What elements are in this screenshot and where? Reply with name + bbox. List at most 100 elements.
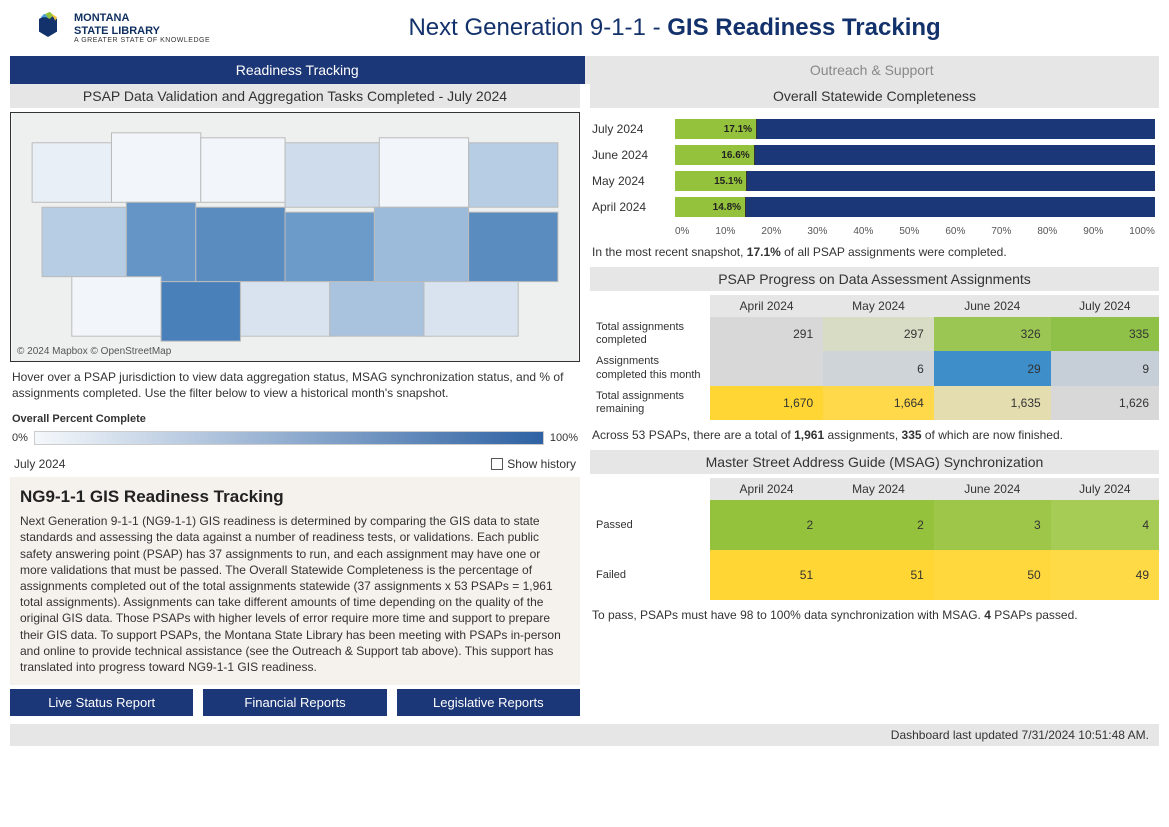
- axis-tick: 40%: [853, 226, 873, 237]
- tab-bar: Readiness Tracking Outreach & Support: [10, 56, 1159, 84]
- msag-summary: To pass, PSAPs must have 98 to 100% data…: [590, 604, 1159, 626]
- bar-fill: 17.1%: [675, 119, 757, 139]
- table-cell: 291: [710, 317, 823, 351]
- completeness-axis: 0% 10% 20% 30% 40% 50% 60% 70% 80% 90% 100%: [675, 224, 1159, 237]
- progress-summary: Across 53 PSAPs, there are a total of 1,…: [590, 424, 1159, 446]
- table-col-header: June 2024: [934, 478, 1051, 500]
- table-col-header: June 2024: [934, 295, 1051, 317]
- table-cell: 51: [710, 550, 823, 600]
- table-row: Failed51515049: [590, 550, 1159, 600]
- axis-tick: 70%: [991, 226, 1011, 237]
- axis-tick: 10%: [715, 226, 735, 237]
- table-row: Total assignments completed291297326335: [590, 317, 1159, 351]
- table-cell: 6: [823, 351, 934, 385]
- table-row-label: Passed: [590, 500, 710, 550]
- table-row: Total assignments remaining1,6701,6641,6…: [590, 386, 1159, 420]
- axis-tick: 90%: [1083, 226, 1103, 237]
- map-month: July 2024: [14, 457, 65, 471]
- map-attribution: © 2024 Mapbox © OpenStreetMap: [17, 346, 171, 357]
- live-status-button[interactable]: Live Status Report: [10, 689, 193, 716]
- table-row: Assignments completed this month 6299: [590, 351, 1159, 385]
- msag-table: April 2024May 2024June 2024July 2024Pass…: [590, 478, 1159, 600]
- logo: MONTANA STATE LIBRARY A GREATER STATE OF…: [30, 10, 210, 46]
- bar-row: June 202416.6%: [590, 142, 1159, 168]
- bar-track: 14.8%: [675, 197, 1155, 217]
- bar-track: 15.1%: [675, 171, 1155, 191]
- axis-tick: 80%: [1037, 226, 1057, 237]
- table-cell: 1,670: [710, 386, 823, 420]
- axis-tick: 60%: [945, 226, 965, 237]
- bar-track: 16.6%: [675, 145, 1155, 165]
- table-row-label: Assignments completed this month: [590, 351, 710, 385]
- table-cell: 51: [823, 550, 934, 600]
- table-col-header: April 2024: [710, 295, 823, 317]
- axis-tick: 20%: [761, 226, 781, 237]
- checkbox-icon: [491, 458, 503, 470]
- explain-title: NG9-1-1 GIS Readiness Tracking: [20, 487, 570, 507]
- bar-label: June 2024: [590, 148, 675, 162]
- show-history-checkbox[interactable]: Show history: [491, 457, 576, 471]
- table-cell: 1,664: [823, 386, 934, 420]
- axis-tick: 50%: [899, 226, 919, 237]
- logo-icon: [30, 10, 66, 46]
- table-cell: 3: [934, 500, 1051, 550]
- axis-tick: 0%: [675, 226, 689, 237]
- logo-text: MONTANA STATE LIBRARY: [74, 12, 210, 36]
- legislative-reports-button[interactable]: Legislative Reports: [397, 689, 580, 716]
- table-cell: 2: [710, 500, 823, 550]
- msag-title: Master Street Address Guide (MSAG) Synch…: [590, 450, 1159, 474]
- completeness-title: Overall Statewide Completeness: [590, 84, 1159, 108]
- bar-track: 17.1%: [675, 119, 1155, 139]
- map[interactable]: © 2024 Mapbox © OpenStreetMap: [10, 112, 580, 362]
- legend-gradient: [34, 431, 544, 445]
- table-row-label: Total assignments completed: [590, 317, 710, 351]
- table-cell: [710, 351, 823, 385]
- table-cell: 50: [934, 550, 1051, 600]
- table-cell: 1,626: [1051, 386, 1159, 420]
- completeness-chart: July 202417.1%June 202416.6%May 202415.1…: [590, 112, 1159, 220]
- table-cell: 297: [823, 317, 934, 351]
- table-cell: 326: [934, 317, 1051, 351]
- map-note: Hover over a PSAP jurisdiction to view d…: [10, 366, 580, 405]
- table-cell: 29: [934, 351, 1051, 385]
- logo-subtitle: A GREATER STATE OF KNOWLEDGE: [74, 37, 210, 44]
- table-cell: 4: [1051, 500, 1159, 550]
- table-col-header: May 2024: [823, 478, 934, 500]
- page-title: Next Generation 9-1-1 - GIS Readiness Tr…: [210, 14, 1139, 42]
- legend-min: 0%: [12, 432, 28, 444]
- tab-outreach-support[interactable]: Outreach & Support: [585, 56, 1160, 84]
- table-cell: 49: [1051, 550, 1159, 600]
- axis-tick: 100%: [1129, 226, 1155, 237]
- table-cell: 335: [1051, 317, 1159, 351]
- legend-max: 100%: [550, 432, 578, 444]
- bar-label: May 2024: [590, 174, 675, 188]
- bar-fill: 16.6%: [675, 145, 755, 165]
- table-cell: 9: [1051, 351, 1159, 385]
- table-col-header: April 2024: [710, 478, 823, 500]
- bar-row: July 202417.1%: [590, 116, 1159, 142]
- bar-label: July 2024: [590, 122, 675, 136]
- legend: 0% 100%: [10, 431, 580, 451]
- table-row-label: Failed: [590, 550, 710, 600]
- progress-table: April 2024May 2024June 2024July 2024Tota…: [590, 295, 1159, 420]
- table-col-header: May 2024: [823, 295, 934, 317]
- axis-tick: 30%: [807, 226, 827, 237]
- table-col-header: July 2024: [1051, 478, 1159, 500]
- map-svg: [11, 113, 579, 361]
- table-row: Passed2234: [590, 500, 1159, 550]
- progress-title: PSAP Progress on Data Assessment Assignm…: [590, 267, 1159, 291]
- bar-fill: 15.1%: [675, 171, 747, 191]
- table-cell: 2: [823, 500, 934, 550]
- legend-title: Overall Percent Complete: [10, 409, 580, 427]
- table-row-label: Total assignments remaining: [590, 386, 710, 420]
- bar-row: April 202414.8%: [590, 194, 1159, 220]
- table-cell: 1,635: [934, 386, 1051, 420]
- bar-row: May 202415.1%: [590, 168, 1159, 194]
- bar-fill: 14.8%: [675, 197, 746, 217]
- financial-reports-button[interactable]: Financial Reports: [203, 689, 386, 716]
- tab-readiness-tracking[interactable]: Readiness Tracking: [10, 56, 585, 84]
- explain-body: Next Generation 9-1-1 (NG9-1-1) GIS read…: [20, 513, 570, 675]
- bar-label: April 2024: [590, 200, 675, 214]
- footer: Dashboard last updated 7/31/2024 10:51:4…: [10, 724, 1159, 746]
- table-col-header: July 2024: [1051, 295, 1159, 317]
